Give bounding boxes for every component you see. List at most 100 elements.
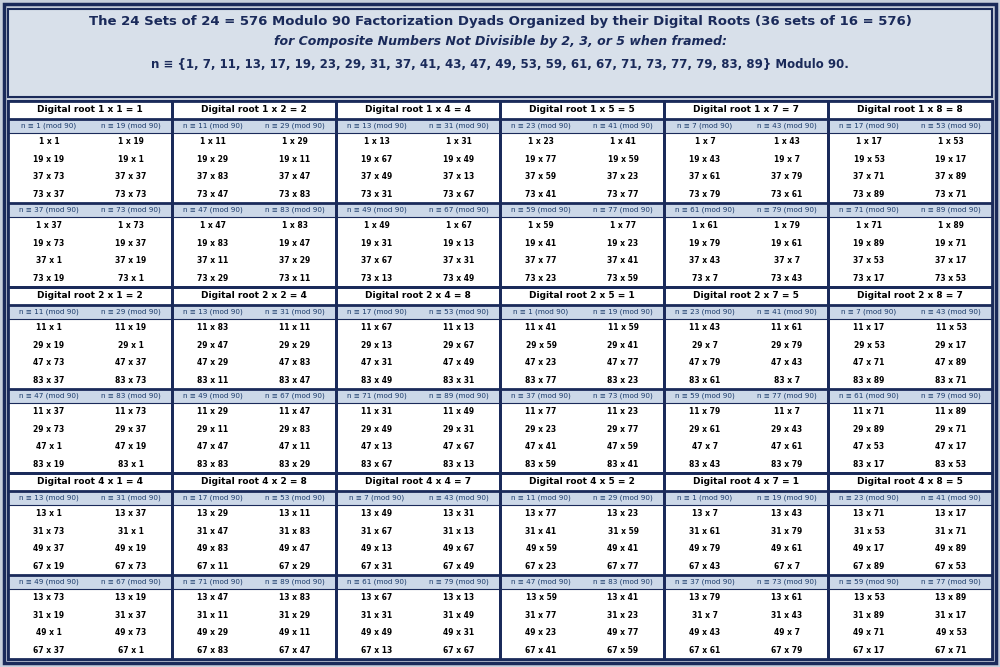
Text: n ≡ 29 (mod 90): n ≡ 29 (mod 90) (265, 123, 325, 129)
Bar (336, 522, 500, 540)
Bar (172, 133, 336, 151)
Text: n ≡ 79 (mod 90): n ≡ 79 (mod 90) (921, 393, 981, 400)
Bar (172, 589, 336, 606)
Text: 29 x 67: 29 x 67 (443, 341, 475, 350)
Text: 13 x 43: 13 x 43 (771, 509, 803, 518)
Text: 47 x 89: 47 x 89 (935, 358, 967, 368)
Bar (172, 606, 336, 624)
Text: 73 x 89: 73 x 89 (853, 189, 885, 199)
Bar (172, 235, 336, 252)
Text: 37 x 23: 37 x 23 (607, 172, 639, 181)
Bar (8, 119, 172, 133)
Text: 19 x 43: 19 x 43 (689, 155, 721, 164)
Text: n ≡ 17 (mod 90): n ≡ 17 (mod 90) (183, 495, 243, 501)
Text: 29 x 79: 29 x 79 (771, 341, 803, 350)
Bar (828, 217, 992, 235)
Text: 19 x 19: 19 x 19 (33, 155, 65, 164)
Bar (828, 101, 992, 287)
Text: 47 x 73: 47 x 73 (33, 358, 65, 368)
Bar (8, 305, 172, 389)
Text: 37 x 47: 37 x 47 (279, 172, 311, 181)
Bar (8, 101, 172, 119)
Bar (8, 540, 172, 558)
Text: 19 x 29: 19 x 29 (197, 155, 229, 164)
Text: n ≡ 29 (mod 90): n ≡ 29 (mod 90) (593, 495, 653, 501)
Bar (8, 522, 172, 540)
Text: 11 x 19: 11 x 19 (115, 323, 147, 332)
Bar (500, 252, 664, 269)
Text: 13 x 7: 13 x 7 (692, 509, 718, 518)
Bar (828, 305, 992, 319)
Bar (8, 336, 172, 354)
Text: 73 x 79: 73 x 79 (689, 189, 721, 199)
Bar (172, 101, 336, 119)
Bar (336, 235, 500, 252)
Text: 83 x 41: 83 x 41 (607, 460, 639, 469)
Text: 49 x 41: 49 x 41 (607, 544, 639, 553)
Text: 67 x 41: 67 x 41 (525, 646, 557, 655)
Text: n ≡ 37 (mod 90): n ≡ 37 (mod 90) (675, 579, 735, 585)
Bar (664, 491, 828, 575)
Bar (172, 575, 336, 589)
Bar (664, 456, 828, 473)
Text: 13 x 17: 13 x 17 (935, 509, 967, 518)
Text: n ≡ 47 (mod 90): n ≡ 47 (mod 90) (511, 579, 571, 585)
Text: 49 x 7: 49 x 7 (774, 628, 800, 637)
Text: 11 x 7: 11 x 7 (774, 408, 800, 416)
Bar (336, 473, 500, 491)
Bar (664, 575, 828, 589)
Bar (828, 540, 992, 558)
Text: 11 x 67: 11 x 67 (361, 323, 393, 332)
Text: 49 x 61: 49 x 61 (771, 544, 803, 553)
Text: 19 x 53: 19 x 53 (854, 155, 885, 164)
Bar (828, 133, 992, 151)
Bar (8, 403, 172, 420)
Bar (828, 354, 992, 372)
Bar (828, 168, 992, 185)
Bar (8, 589, 172, 606)
Text: 67 x 59: 67 x 59 (607, 646, 639, 655)
Text: 11 x 47: 11 x 47 (279, 408, 311, 416)
Bar (500, 624, 664, 642)
Text: 11 x 43: 11 x 43 (689, 323, 721, 332)
Text: 29 x 49: 29 x 49 (361, 425, 393, 434)
Text: n ≡ 31 (mod 90): n ≡ 31 (mod 90) (429, 123, 489, 129)
Text: n ≡ 43 (mod 90): n ≡ 43 (mod 90) (429, 495, 489, 501)
Bar (172, 354, 336, 372)
Bar (172, 420, 336, 438)
Text: n ≡ 49 (mod 90): n ≡ 49 (mod 90) (183, 393, 243, 400)
Bar (172, 119, 336, 133)
Text: Digital root 1 x 8 = 8: Digital root 1 x 8 = 8 (857, 105, 963, 115)
Bar (8, 119, 172, 203)
Bar (500, 287, 664, 305)
Bar (8, 217, 172, 235)
Text: 49 x 59: 49 x 59 (526, 544, 556, 553)
Text: n ≡ 53 (mod 90): n ≡ 53 (mod 90) (429, 309, 489, 315)
Text: 19 x 73: 19 x 73 (33, 239, 65, 247)
Text: 67 x 47: 67 x 47 (279, 646, 311, 655)
Bar (664, 235, 828, 252)
Bar (8, 420, 172, 438)
Bar (500, 420, 664, 438)
Bar (664, 151, 828, 168)
Text: 29 x 13: 29 x 13 (361, 341, 393, 350)
Text: 31 x 1: 31 x 1 (118, 527, 144, 536)
Text: Digital root 1 x 4 = 4: Digital root 1 x 4 = 4 (365, 105, 471, 115)
Bar (500, 473, 664, 491)
Bar (828, 185, 992, 203)
Text: 29 x 89: 29 x 89 (853, 425, 885, 434)
Text: The 24 Sets of 24 = 576 Modulo 90 Factorization Dyads Organized by their Digital: The 24 Sets of 24 = 576 Modulo 90 Factor… (89, 15, 911, 29)
Bar (336, 456, 500, 473)
Text: 67 x 29: 67 x 29 (279, 562, 311, 571)
Bar (664, 389, 828, 403)
Bar (500, 505, 664, 522)
Bar (664, 575, 828, 659)
Bar (336, 403, 500, 420)
Bar (828, 151, 992, 168)
Bar (828, 558, 992, 575)
Bar (828, 101, 992, 119)
Bar (828, 101, 992, 287)
Text: 47 x 47: 47 x 47 (197, 442, 229, 452)
Text: 47 x 61: 47 x 61 (771, 442, 803, 452)
Text: 31 x 61: 31 x 61 (689, 527, 721, 536)
